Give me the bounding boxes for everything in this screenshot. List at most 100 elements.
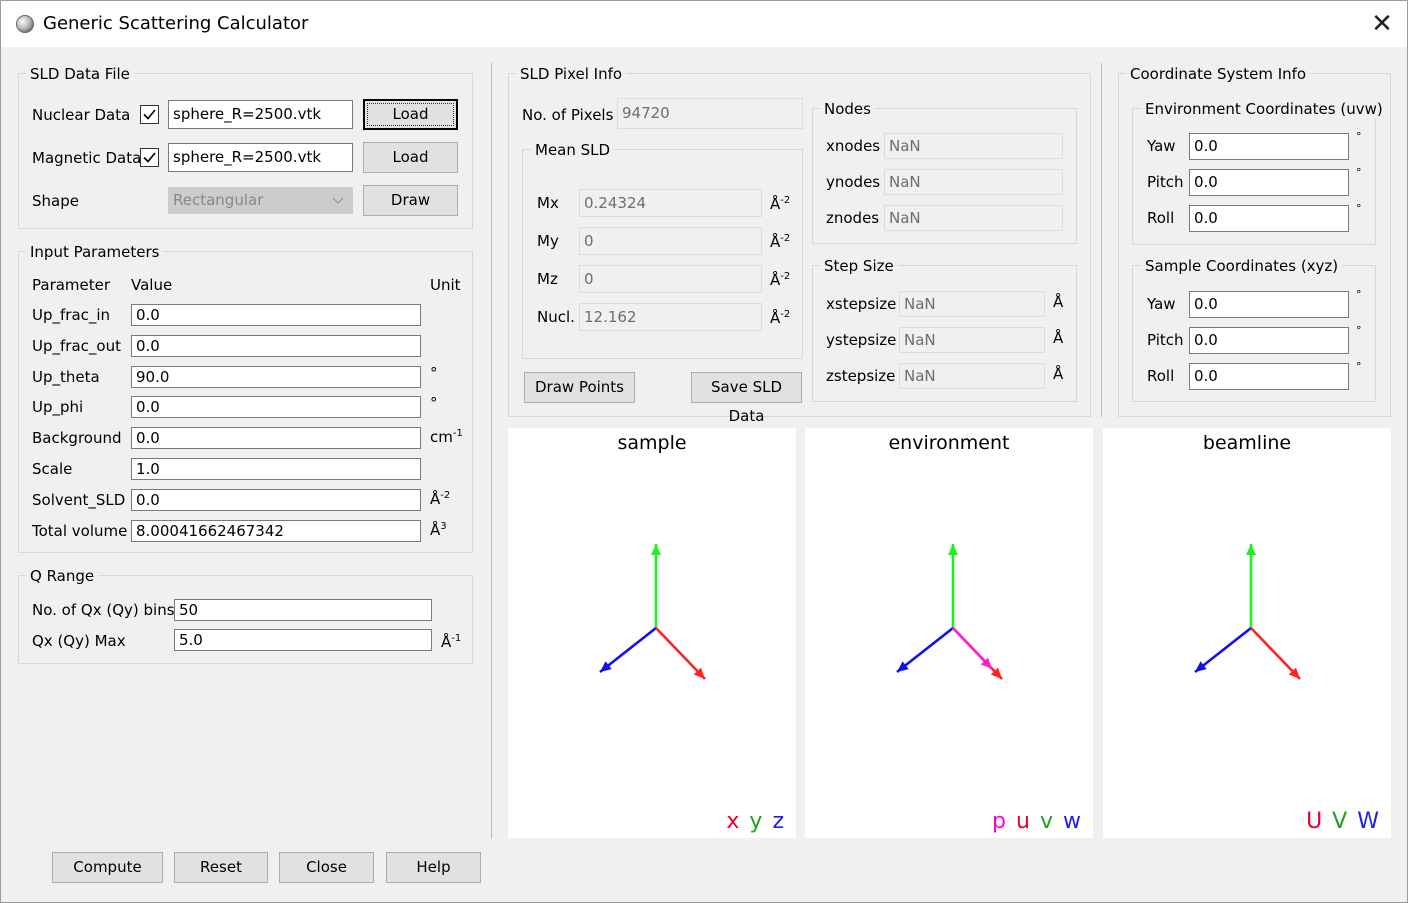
q-range-title: Q Range [26,567,99,585]
mean-sld-unit-symbol: Å [770,195,781,213]
sample-yaw-label: Yaw [1147,295,1176,313]
legend-label: x [726,809,740,834]
compute-button[interactable]: Compute [52,852,163,883]
param-unit-symbol: cm [430,428,453,447]
param-name-label: Solvent_SLD [32,490,126,509]
magnetic-data-checkbox[interactable] [140,148,159,167]
param-unit: cm-1 [430,424,463,447]
nuclear-data-file-field[interactable]: sphere_R=2500.vtk [168,100,353,129]
step-unit: Å [1053,364,1063,384]
param-unit-exponent: 3 [440,520,447,532]
mean-sld-name: Mx [537,194,559,212]
beamline-plot: beamline U V W [1103,428,1391,838]
chevron-down-icon [332,197,344,204]
num-pixels-field: 94720 [617,98,803,129]
nuclear-load-button[interactable]: Load [363,99,458,130]
mean-sld-value: 0 [579,227,762,255]
save-sld-data-button[interactable]: Save SLD Data [691,372,802,425]
param-value-input[interactable]: 1.0 [131,458,421,480]
z-axis-arrow-head [1195,661,1207,672]
legend-label: U [1306,809,1323,834]
param-value-input[interactable]: 0.0 [131,304,421,326]
input-parameters-group [18,251,473,553]
x-axis-arrow-shaft [1250,627,1301,680]
mean-sld-title: Mean SLD [531,141,615,159]
mean-sld-name: My [537,232,559,250]
shape-select-value: Rectangular [173,191,264,209]
env-yaw-input[interactable]: 0.0 [1189,133,1349,160]
sample-pitch-input[interactable]: 0.0 [1189,327,1349,354]
param-value-input[interactable]: 0.0 [131,488,421,511]
z-axis-arrow-shaft [896,626,954,674]
step-value: NaN [899,363,1045,389]
input-parameters-title: Input Parameters [26,243,164,261]
param-unit-exponent: -1 [452,428,463,440]
y-axis-arrow [948,544,958,628]
nodes-group [812,108,1077,244]
param-value-input[interactable]: 0.0 [131,334,421,357]
step-value: NaN [899,327,1045,353]
qbins-input[interactable]: 50 [174,599,432,621]
param-unit: Å-2 [430,486,450,509]
step-name: ystepsize [826,331,897,349]
env-pitch-input[interactable]: 0.0 [1189,169,1349,196]
sample-yaw-input[interactable]: 0.0 [1189,291,1349,318]
mean-sld-name: Nucl. [537,308,575,326]
param-value-input[interactable]: 8.00041662467342 [131,519,421,542]
env-roll-input[interactable]: 0.0 [1189,205,1349,232]
z-axis-arrow-head [600,661,612,672]
param-value-input[interactable]: 90.0 [131,365,421,388]
node-name: znodes [826,209,880,227]
shape-select[interactable]: Rectangular [168,187,353,214]
param-value-input[interactable]: 0.0 [131,427,421,450]
nodes-title: Nodes [820,100,875,118]
param-unit-exponent: -2 [440,489,451,501]
mean-sld-unit: Å-2 [770,229,790,252]
step-value: NaN [899,291,1045,317]
qmax-unit: Å-1 [441,633,462,651]
close-window-icon[interactable]: ✕ [1371,9,1393,39]
legend-label: z [772,809,784,834]
sample-plot: sample x y z [508,428,796,838]
param-value-input[interactable]: 0.0 [131,396,421,419]
env-pitch-label: Pitch [1147,173,1184,191]
sld-data-file-title: SLD Data File [26,65,134,83]
title-bar: Generic Scattering Calculator ✕ [1,1,1407,47]
qmax-input[interactable]: 5.0 [174,629,432,651]
magnetic-load-button[interactable]: Load [363,142,458,173]
qbins-label: No. of Qx (Qy) bins [32,601,175,619]
reset-button[interactable]: Reset [174,852,268,883]
sample-roll-input[interactable]: 0.0 [1189,363,1349,390]
sld-pixel-info-title: SLD Pixel Info [516,65,627,83]
step-name: zstepsize [826,367,896,385]
param-name-label: Up_frac_out [32,336,121,355]
mean-sld-unit-symbol: Å [770,309,781,327]
y-axis-arrow-head [948,544,958,555]
mean-sld-unit: Å-2 [770,267,790,290]
help-button[interactable]: Help [386,852,481,883]
draw-button[interactable]: Draw [363,185,458,216]
magnetic-data-file-field[interactable]: sphere_R=2500.vtk [168,143,353,172]
legend-label: v [1039,809,1053,834]
close-button[interactable]: Close [279,852,374,883]
param-name-label: Up_phi [32,398,84,417]
sample-degree-unit: ° [1356,360,1362,373]
env-degree-unit: ° [1356,166,1362,179]
step-unit-symbol: Å [1053,365,1064,383]
environment-axes-graphic [896,544,1003,680]
step-unit: Å [1053,328,1063,348]
nuclear-data-checkbox[interactable] [140,105,159,124]
step-unit-symbol: Å [1053,329,1064,347]
step-name: xstepsize [826,295,897,313]
param-name-label: Background [32,429,122,448]
beamline-plot-title: beamline [1202,432,1292,454]
step-unit-symbol: Å [1053,293,1064,311]
num-pixels-label: No. of Pixels [522,106,614,124]
shape-label: Shape [32,192,79,210]
legend-label: W [1357,809,1379,834]
check-icon [143,109,156,120]
draw-points-button[interactable]: Draw Points [524,372,635,403]
param-unit-symbol: Å [430,489,441,508]
sample-plot-title: sample [617,432,687,454]
